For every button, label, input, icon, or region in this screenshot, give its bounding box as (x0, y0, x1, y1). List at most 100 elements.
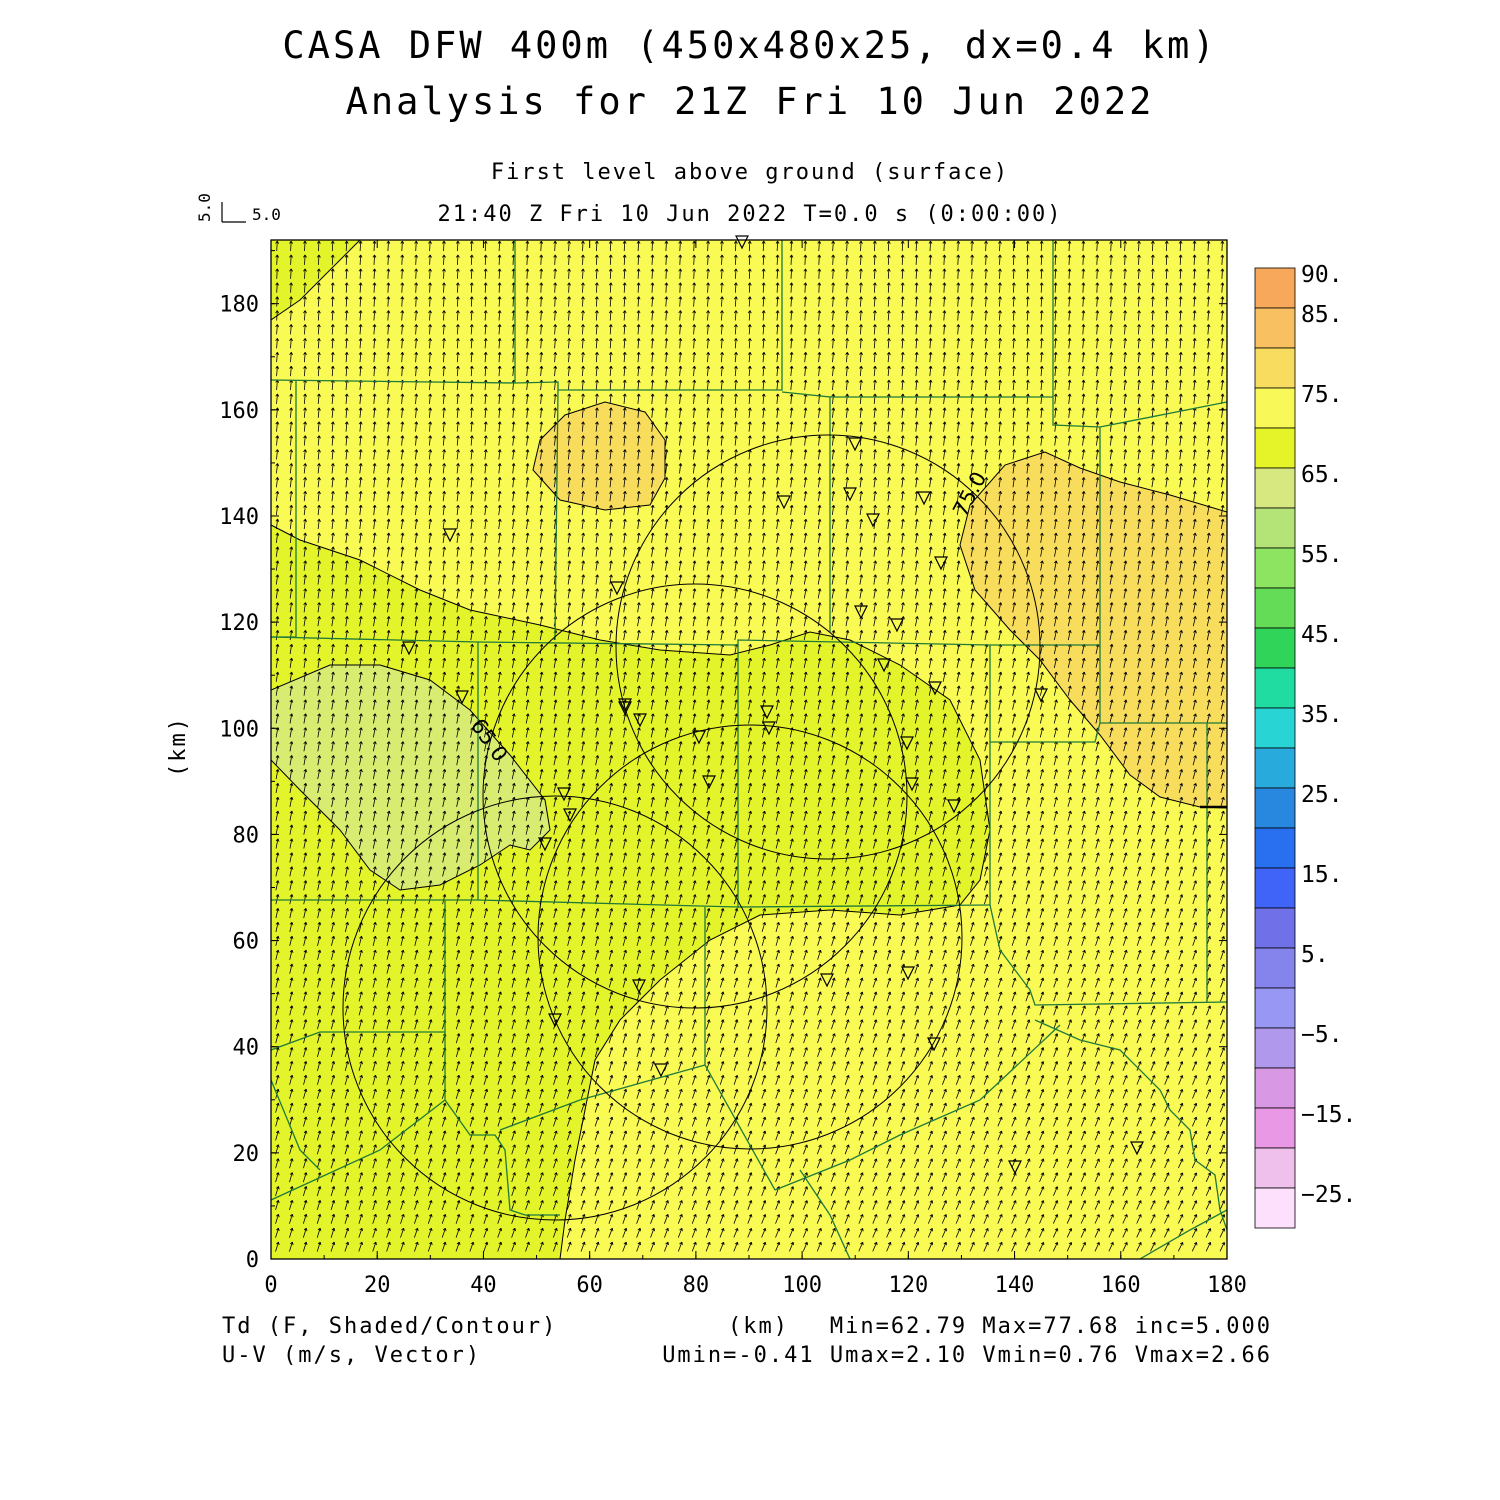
colorbar-label: 90. (1301, 262, 1343, 288)
station-marker (455, 690, 469, 705)
colorbar-swatch (1254, 907, 1296, 949)
station-marker (1008, 1160, 1022, 1175)
station-marker (890, 618, 904, 633)
plot-title-line2: Analysis for 21Z Fri 10 Jun 2022 (345, 80, 1155, 123)
station-marker (538, 837, 552, 852)
station-marker (777, 495, 791, 510)
colorbar-swatch (1254, 507, 1296, 549)
stats-field: Min=62.79 Max=77.68 inc=5.000 (829, 1314, 1272, 1339)
y-tick-label: 120 (219, 611, 259, 636)
wind-vectors (275, 240, 1226, 1252)
station-marker (934, 556, 948, 571)
station-marker (848, 437, 862, 452)
colorbar-swatch (1254, 827, 1296, 869)
colorbar-swatch (1254, 547, 1296, 589)
station-marker (947, 799, 961, 814)
colorbar: 90. 85. 75. 65. 55. 45. 35. 25. 15. 5. −5. −15. −25. (1254, 262, 1356, 1229)
station-marker (843, 487, 857, 502)
y-tick-label: 100 (219, 717, 259, 742)
station-marker (1034, 688, 1048, 703)
colorbar-label: 65. (1301, 462, 1343, 488)
station-marker (877, 658, 891, 673)
vector-ref-v-label: 5.0 (195, 193, 214, 222)
station-marker (905, 777, 919, 792)
station-marker (854, 605, 868, 620)
y-tick-label: 40 (233, 1036, 260, 1061)
y-tick-label: 60 (233, 930, 260, 955)
colorbar-swatch (1254, 707, 1296, 749)
colorbar-label: 55. (1301, 542, 1343, 568)
colorbar-label: −5. (1301, 1022, 1343, 1048)
radar-ring-southwest (342, 795, 768, 1221)
field-label: Td (F, Shaded/Contour) (222, 1314, 558, 1339)
stats-vector: Umin=-0.41 Umax=2.10 Vmin=0.76 Vmax=2.66 (662, 1343, 1272, 1368)
level-label: First level above ground (surface) (490, 160, 1010, 185)
colorbar-swatch (1254, 1147, 1296, 1189)
x-tick-label: 40 (470, 1273, 497, 1298)
vector-reference: 5.0 5.0 (195, 193, 281, 224)
station-marker (927, 1037, 941, 1052)
colorbar-swatch (1254, 467, 1296, 509)
colorbar-label: 5. (1301, 942, 1329, 968)
x-tick-label: 80 (683, 1273, 710, 1298)
station-marker (548, 1013, 562, 1028)
colorbar-swatch (1254, 267, 1296, 309)
county-boundaries (271, 240, 1227, 1259)
colorbar-label: −25. (1301, 1182, 1356, 1208)
station-marker (632, 979, 646, 994)
colorbar-swatch (1254, 387, 1296, 429)
x-tick-label: 140 (995, 1273, 1035, 1298)
station-marker (618, 701, 632, 716)
x-tick-label: 100 (782, 1273, 822, 1298)
y-tick-label: 80 (233, 823, 260, 848)
station-marker (866, 513, 880, 528)
x-tick-label: 180 (1207, 1273, 1247, 1298)
colorbar-swatch (1254, 627, 1296, 669)
station-markers (402, 235, 1144, 1175)
y-tick-label: 20 (233, 1142, 260, 1167)
station-marker (735, 235, 749, 250)
colorbar-label: 45. (1301, 622, 1343, 648)
x-axis-unit: (km) (728, 1314, 789, 1339)
station-marker (610, 581, 624, 596)
colorbar-swatch (1254, 787, 1296, 829)
colorbar-label: 75. (1301, 382, 1343, 408)
station-marker (1130, 1141, 1144, 1156)
colorbar-label: 25. (1301, 782, 1343, 808)
colorbar-swatch (1254, 1067, 1296, 1109)
colorbar-label: 15. (1301, 862, 1343, 888)
colorbar-swatch (1254, 667, 1296, 709)
colorbar-label: 85. (1301, 302, 1343, 328)
y-tick-label: 180 (219, 293, 259, 318)
y-tick-label: 140 (219, 505, 259, 530)
y-tick-label: 160 (219, 399, 259, 424)
station-marker (557, 787, 571, 802)
station-marker (654, 1063, 668, 1078)
colorbar-swatch (1254, 1027, 1296, 1069)
plot-title-line1: CASA DFW 400m (450x480x25, dx=0.4 km) (282, 24, 1218, 67)
station-marker (692, 730, 706, 745)
x-tick-label: 60 (576, 1273, 603, 1298)
radar-range-rings (342, 434, 1041, 1221)
station-marker (820, 973, 834, 988)
station-marker (563, 808, 577, 823)
station-marker (702, 775, 716, 790)
x-tick-label: 120 (888, 1273, 928, 1298)
station-marker (633, 713, 647, 728)
station-marker (900, 736, 914, 751)
radar-ring-east (537, 724, 963, 1150)
station-marker (618, 698, 632, 713)
station-marker (762, 721, 776, 736)
station-marker (402, 641, 416, 656)
x-tick-label: 20 (364, 1273, 391, 1298)
colorbar-swatch (1254, 307, 1296, 349)
colorbar-swatch (1254, 947, 1296, 989)
radar-ring-north (615, 434, 1041, 860)
colorbar-swatch (1254, 1107, 1296, 1149)
colorbar-label: −15. (1301, 1102, 1356, 1128)
radar-ring-center (482, 583, 908, 1009)
colorbar-swatch (1254, 587, 1296, 629)
colorbar-swatch (1254, 867, 1296, 909)
colorbar-swatch (1254, 427, 1296, 469)
